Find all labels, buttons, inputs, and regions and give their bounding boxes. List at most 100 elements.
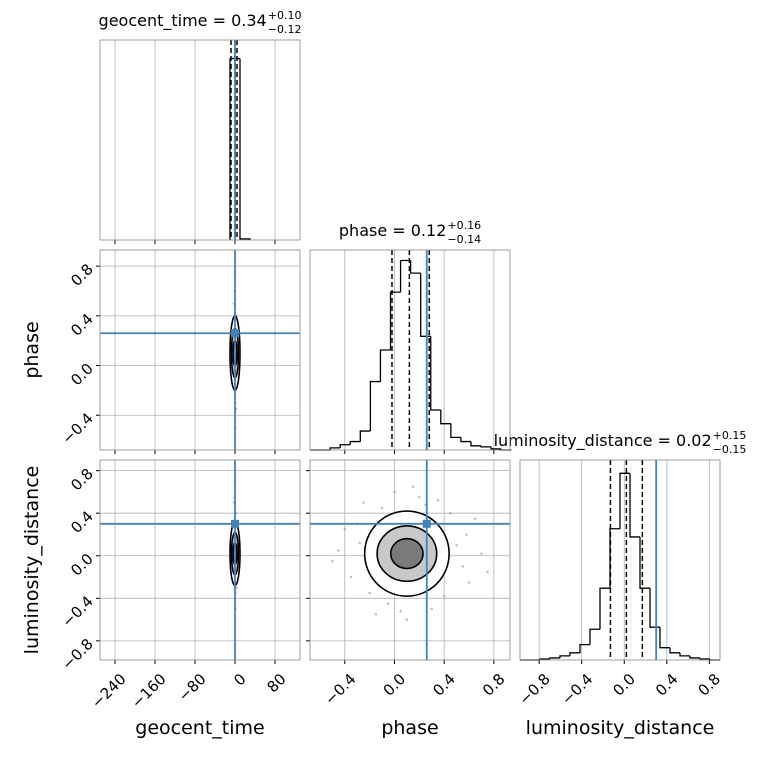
hist-bin <box>239 58 251 240</box>
sample-point <box>411 485 415 488</box>
title-upper: +0.15 <box>713 429 747 442</box>
hist-bin <box>349 440 361 445</box>
y-tick-label: −0.4 <box>58 592 96 630</box>
y-tick-label: 0.0 <box>67 550 97 580</box>
title-lower: −0.12 <box>268 23 302 36</box>
hist-bin <box>440 410 451 425</box>
hist-bin <box>589 628 600 645</box>
sample-point <box>349 575 353 579</box>
sample-point <box>486 570 489 574</box>
sample-point <box>418 495 421 499</box>
sample-point <box>343 527 347 531</box>
sample-point <box>399 609 402 613</box>
y-axis-label: phase <box>21 321 43 378</box>
hist-bin <box>460 437 471 443</box>
x-tick-label: 80 <box>264 670 290 696</box>
sample-point <box>393 490 396 494</box>
sample-point <box>358 541 361 545</box>
hist-bin <box>689 655 700 659</box>
title-lower: −0.14 <box>447 233 481 246</box>
hist-bin <box>699 657 710 660</box>
sample-point <box>436 499 440 502</box>
hist-bin <box>569 652 580 656</box>
panel-frame <box>99 249 301 451</box>
y-tick-label: 0.8 <box>67 260 97 290</box>
x-axis-label: phase <box>381 717 438 739</box>
sample-point <box>368 591 371 595</box>
hist-bin <box>430 336 441 411</box>
sample-point <box>374 612 378 616</box>
panel <box>100 250 300 450</box>
y-axis-label: luminosity_distance <box>21 466 43 655</box>
panel-title: luminosity_distance = 0.02 <box>494 431 712 451</box>
x-axis-label: luminosity_distance <box>526 717 715 739</box>
hist-bin <box>559 655 570 658</box>
hist-bin <box>480 445 492 448</box>
y-tick-label: 0.4 <box>67 507 97 537</box>
x-tick-label: 0.8 <box>479 670 509 700</box>
truth-marker <box>231 519 239 528</box>
x-tick-label: −0.4 <box>321 670 359 708</box>
sample-point <box>480 552 483 555</box>
hist-bin <box>549 657 560 659</box>
x-tick-label: 0.4 <box>429 670 459 700</box>
sample-point <box>442 594 446 598</box>
hist-bin <box>679 652 690 657</box>
y-tick-label: 0.8 <box>67 465 97 495</box>
hist-bin <box>389 291 401 350</box>
x-tick-label: 0.0 <box>380 670 410 700</box>
sample-point <box>337 549 340 552</box>
panel-frame <box>519 459 721 661</box>
panel-title: phase = 0.12 <box>339 221 446 240</box>
x-axis-label: geocent_time <box>135 717 264 739</box>
title-upper: +0.16 <box>447 219 481 232</box>
panel <box>100 40 300 240</box>
hist-bin <box>409 260 421 274</box>
hist-bin <box>450 423 461 439</box>
hist-bin <box>369 380 381 432</box>
hist-bin <box>339 444 351 448</box>
sample-point <box>473 517 477 520</box>
contour <box>389 537 424 570</box>
sample-point <box>467 581 471 584</box>
hist-bin <box>619 472 630 529</box>
hist-bin <box>379 349 391 382</box>
sample-point <box>386 602 390 605</box>
panel-title: geocent_time = 0.34 <box>99 11 267 31</box>
panel <box>100 460 300 660</box>
y-tick-label: 0.4 <box>67 310 97 340</box>
x-tick-label: 0.8 <box>695 670 725 700</box>
y-tick-label: −0.4 <box>58 409 96 447</box>
hist-bin <box>669 647 680 654</box>
x-tick-label: 0.4 <box>652 670 682 700</box>
sample-point <box>430 607 434 611</box>
hist-bin <box>329 447 341 450</box>
panel-frame <box>99 459 301 661</box>
x-tick-label: −0.4 <box>558 670 596 708</box>
sample-point <box>449 511 452 515</box>
truth-marker <box>422 519 431 528</box>
x-tick-label: −160 <box>128 670 170 712</box>
hist-bin <box>399 259 411 293</box>
panel-frame <box>309 249 511 451</box>
hist-bin <box>470 441 482 447</box>
sample-point <box>405 618 409 621</box>
sample-point <box>461 565 465 568</box>
hist-bin <box>359 430 371 442</box>
truth-marker <box>231 329 239 338</box>
x-tick-label: −240 <box>88 670 130 712</box>
hist-bin <box>639 536 650 589</box>
y-tick-label: 0.0 <box>67 360 97 390</box>
hist-bin <box>579 643 590 653</box>
panel-frame <box>309 459 511 661</box>
hist-bin <box>599 587 610 630</box>
x-tick-label: 0.0 <box>609 670 639 700</box>
sample-point <box>465 533 468 536</box>
title-lower: −0.15 <box>713 443 747 456</box>
y-tick-label: −0.8 <box>58 635 96 673</box>
sample-point <box>455 543 458 547</box>
x-tick-label: −0.8 <box>515 670 553 708</box>
x-tick-label: 0 <box>230 670 249 689</box>
x-tick-label: −80 <box>175 670 210 705</box>
